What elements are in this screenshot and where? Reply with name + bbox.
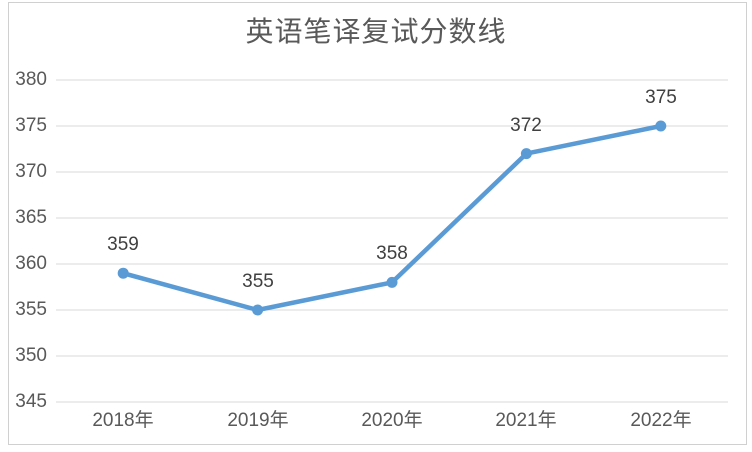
data-point-label: 358 [376,243,408,264]
data-point-label: 372 [510,115,542,136]
y-tick-label: 365 [15,207,47,228]
data-point-marker [520,148,532,160]
y-tick-label: 345 [15,391,47,412]
y-tick-label: 360 [15,253,47,274]
y-tick-label: 355 [15,299,47,320]
y-tick-label: 370 [15,161,47,182]
data-point-marker [655,120,667,132]
data-point-marker [252,304,264,316]
data-point-label: 355 [242,271,274,292]
y-tick-label: 375 [15,115,47,136]
data-point-marker [117,267,129,279]
x-tick-label: 2020年 [361,410,423,431]
chart-title: 英语笔译复试分数线 [245,15,507,48]
x-tick-label: 2018年 [92,410,154,431]
chart-frame-border [8,2,747,445]
data-point-label: 359 [107,234,139,255]
y-tick-label: 380 [15,69,47,90]
data-point-marker [386,276,398,288]
y-tick-label: 350 [15,345,47,366]
data-point-label: 375 [645,87,677,108]
x-tick-label: 2022年 [630,410,692,431]
x-tick-label: 2019年 [227,410,289,431]
x-tick-label: 2021年 [495,410,557,431]
